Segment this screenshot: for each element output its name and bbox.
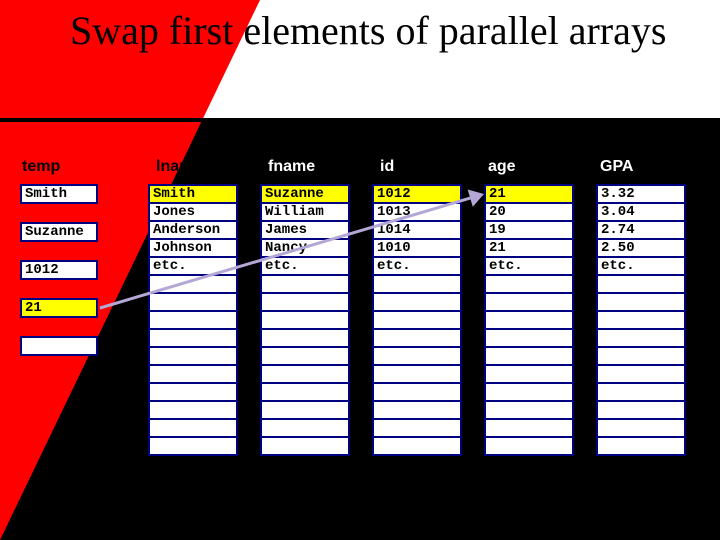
lname-cell — [148, 274, 238, 294]
lname-column: SmithJonesAndersonJohnsonetc. — [148, 184, 238, 454]
age-cell — [484, 274, 574, 294]
lname-cell — [148, 328, 238, 348]
lname-cell — [148, 310, 238, 330]
lname-cell: Johnson — [148, 238, 238, 258]
id-column: 1012101310141010etc. — [372, 184, 462, 454]
age-header: age — [488, 158, 516, 176]
age-cell — [484, 328, 574, 348]
age-cell — [484, 436, 574, 456]
gpa-cell — [596, 274, 686, 294]
age-cell: etc. — [484, 256, 574, 276]
age-cell — [484, 310, 574, 330]
gpa-cell — [596, 310, 686, 330]
gpa-cell — [596, 292, 686, 312]
lname-cell — [148, 364, 238, 384]
lname-cell — [148, 346, 238, 366]
fname-cell — [260, 328, 350, 348]
age-cell — [484, 400, 574, 420]
lname-cell — [148, 436, 238, 456]
gpa-cell — [596, 400, 686, 420]
age-column: 21201921etc. — [484, 184, 574, 454]
age-cell — [484, 346, 574, 366]
lname-cell — [148, 418, 238, 438]
gpa-column: 3.323.042.742.50etc. — [596, 184, 686, 454]
age-cell — [484, 364, 574, 384]
lname-cell: Jones — [148, 202, 238, 222]
temp-cell: 1012 — [20, 260, 98, 280]
id-cell — [372, 310, 462, 330]
id-cell — [372, 436, 462, 456]
fname-cell — [260, 292, 350, 312]
fname-cell — [260, 382, 350, 402]
lname-cell: Smith — [148, 184, 238, 204]
fname-cell: James — [260, 220, 350, 240]
fname-cell: Suzanne — [260, 184, 350, 204]
id-header: id — [380, 158, 394, 176]
age-cell: 21 — [484, 184, 574, 204]
age-cell — [484, 382, 574, 402]
fname-cell — [260, 274, 350, 294]
fname-column: SuzanneWilliamJamesNancyetc. — [260, 184, 350, 454]
gpa-cell: 3.04 — [596, 202, 686, 222]
fname-cell: William — [260, 202, 350, 222]
id-cell — [372, 400, 462, 420]
gpa-cell — [596, 436, 686, 456]
age-cell: 19 — [484, 220, 574, 240]
age-cell — [484, 292, 574, 312]
gpa-header: GPA — [600, 158, 633, 176]
id-cell: 1013 — [372, 202, 462, 222]
gpa-cell — [596, 418, 686, 438]
age-cell: 20 — [484, 202, 574, 222]
lname-cell — [148, 292, 238, 312]
header-underline — [0, 118, 720, 122]
fname-cell — [260, 400, 350, 420]
fname-cell — [260, 310, 350, 330]
id-cell: 1014 — [372, 220, 462, 240]
gpa-cell: 3.32 — [596, 184, 686, 204]
gpa-cell — [596, 328, 686, 348]
gpa-cell: etc. — [596, 256, 686, 276]
id-cell — [372, 292, 462, 312]
lname-cell: etc. — [148, 256, 238, 276]
id-cell — [372, 382, 462, 402]
age-cell: 21 — [484, 238, 574, 258]
gpa-cell — [596, 364, 686, 384]
lname-cell — [148, 382, 238, 402]
lname-header: lname — [156, 158, 202, 176]
fname-cell — [260, 418, 350, 438]
slide-title: Swap first elements of parallel arrays — [70, 8, 666, 54]
gpa-cell — [596, 346, 686, 366]
temp-cell — [20, 336, 98, 356]
fname-cell — [260, 364, 350, 384]
id-cell: 1010 — [372, 238, 462, 258]
id-cell — [372, 328, 462, 348]
fname-cell: Nancy — [260, 238, 350, 258]
id-cell: 1012 — [372, 184, 462, 204]
temp-cell: 21 — [20, 298, 98, 318]
slide: Swap first elements of parallel arrays t… — [0, 0, 720, 540]
gpa-cell: 2.74 — [596, 220, 686, 240]
id-cell — [372, 418, 462, 438]
id-cell — [372, 346, 462, 366]
temp-cell: Smith — [20, 184, 98, 204]
temp-cell: Suzanne — [20, 222, 98, 242]
id-cell — [372, 364, 462, 384]
gpa-cell — [596, 382, 686, 402]
gpa-cell: 2.50 — [596, 238, 686, 258]
temp-header: temp — [22, 158, 60, 176]
lname-cell: Anderson — [148, 220, 238, 240]
id-cell — [372, 274, 462, 294]
fname-cell — [260, 436, 350, 456]
fname-cell — [260, 346, 350, 366]
fname-cell: etc. — [260, 256, 350, 276]
age-cell — [484, 418, 574, 438]
lname-cell — [148, 400, 238, 420]
fname-header: fname — [268, 158, 315, 176]
id-cell: etc. — [372, 256, 462, 276]
